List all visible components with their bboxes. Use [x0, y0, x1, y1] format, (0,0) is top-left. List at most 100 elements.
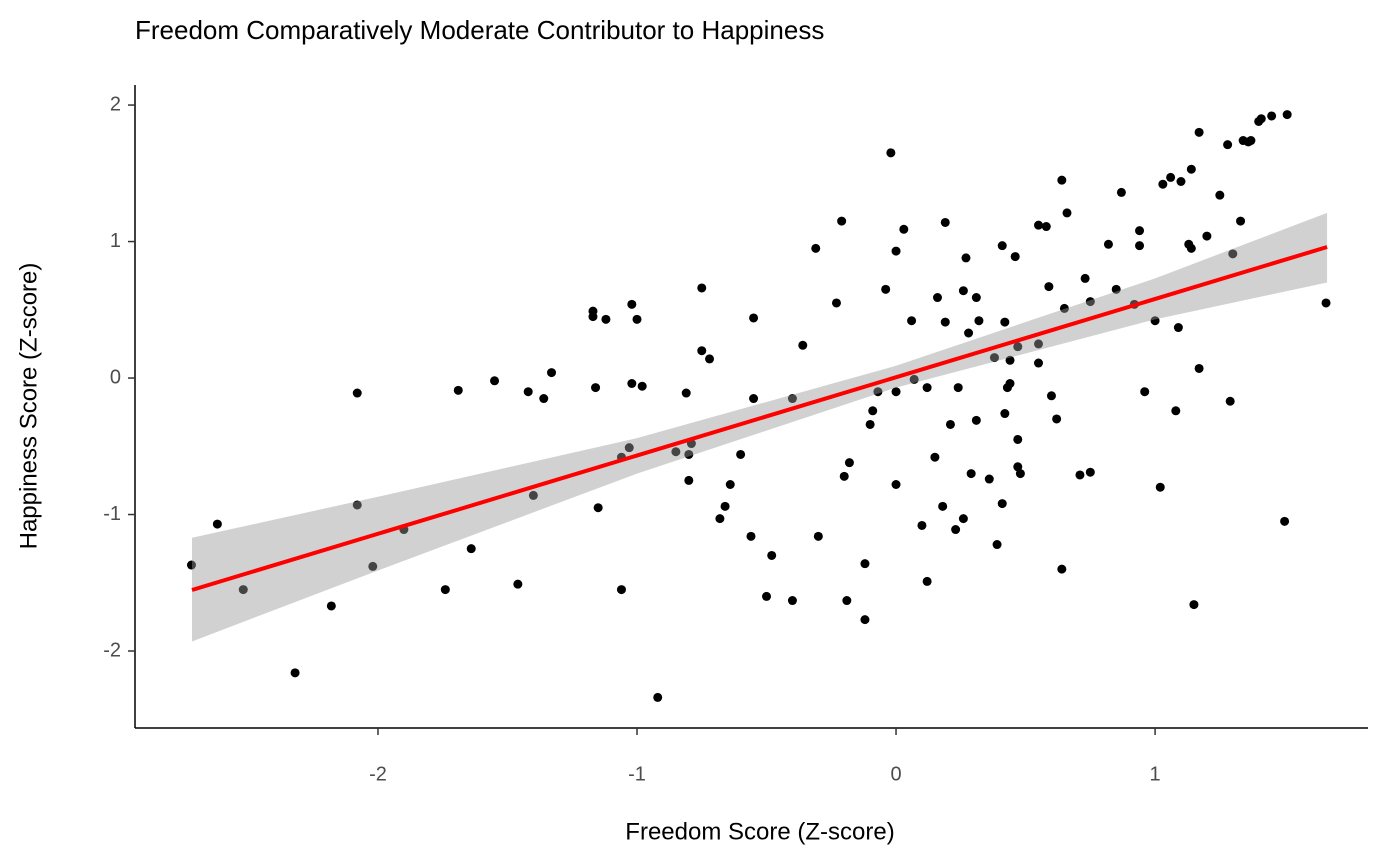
point — [238, 585, 248, 595]
point — [715, 514, 725, 524]
point — [725, 480, 735, 490]
point — [1223, 140, 1233, 150]
point — [837, 216, 847, 226]
point — [466, 544, 476, 554]
point — [1059, 303, 1069, 313]
point — [860, 615, 870, 625]
point — [523, 387, 533, 397]
point — [368, 561, 378, 571]
point — [1085, 467, 1095, 477]
regression-line — [191, 245, 1328, 592]
point — [681, 388, 691, 398]
point — [1015, 469, 1025, 479]
point — [490, 376, 500, 386]
point — [697, 346, 707, 356]
point — [966, 469, 976, 479]
point — [1075, 470, 1085, 480]
point — [539, 394, 549, 404]
point — [591, 383, 601, 393]
point — [881, 284, 891, 294]
point — [1005, 355, 1015, 365]
point — [945, 419, 955, 429]
point — [953, 383, 963, 393]
point — [637, 381, 647, 391]
point — [1186, 243, 1196, 253]
point — [1111, 284, 1121, 294]
y-tick-label: -2 — [103, 639, 121, 661]
point — [1041, 222, 1051, 232]
point — [1176, 176, 1186, 186]
point — [746, 531, 756, 541]
point — [1158, 179, 1168, 189]
point — [997, 241, 1007, 251]
y-axis-title: Happiness Score (Z-score) — [15, 263, 42, 550]
point — [1173, 323, 1183, 333]
point — [971, 293, 981, 303]
point — [798, 340, 808, 350]
point — [697, 283, 707, 293]
point — [212, 519, 222, 529]
point — [616, 585, 626, 595]
point — [886, 148, 896, 158]
point — [1194, 127, 1204, 137]
point — [1215, 190, 1225, 200]
point — [1000, 317, 1010, 327]
point — [767, 550, 777, 560]
point — [186, 560, 196, 570]
point — [831, 298, 841, 308]
point — [749, 394, 759, 404]
point — [1000, 409, 1010, 419]
point — [1140, 387, 1150, 397]
point — [860, 559, 870, 569]
point — [842, 596, 852, 606]
point — [1202, 231, 1212, 241]
point — [1116, 187, 1126, 197]
point — [1046, 391, 1056, 401]
point — [958, 286, 968, 296]
point — [940, 317, 950, 327]
point — [938, 501, 948, 511]
point — [922, 383, 932, 393]
point — [1034, 358, 1044, 368]
point — [992, 540, 1002, 550]
point — [868, 406, 878, 416]
point — [440, 585, 450, 595]
point — [624, 443, 634, 453]
point — [1225, 396, 1235, 406]
point — [989, 353, 999, 363]
point — [1228, 249, 1238, 259]
point — [984, 474, 994, 484]
point — [839, 471, 849, 481]
point — [873, 387, 883, 397]
y-tick-label: 2 — [110, 93, 121, 115]
point — [720, 501, 730, 511]
point — [627, 379, 637, 389]
point — [601, 314, 611, 324]
point — [290, 668, 300, 678]
point — [1005, 379, 1015, 389]
chart-title: Freedom Comparatively Moderate Contribut… — [135, 15, 824, 45]
point — [1155, 482, 1165, 492]
point — [736, 449, 746, 459]
point — [1103, 239, 1113, 249]
point — [705, 354, 715, 364]
point — [653, 692, 663, 702]
x-tick-label: 1 — [1150, 763, 1161, 785]
point — [1282, 110, 1292, 120]
point — [891, 246, 901, 256]
point — [997, 499, 1007, 509]
point — [1013, 462, 1023, 472]
point — [951, 525, 961, 535]
point — [684, 475, 694, 485]
point — [1267, 111, 1277, 121]
point — [1135, 241, 1145, 251]
point — [930, 452, 940, 462]
point — [513, 579, 523, 589]
point — [811, 243, 821, 253]
point — [1280, 516, 1290, 526]
point — [671, 447, 681, 457]
point — [1186, 164, 1196, 174]
point — [844, 458, 854, 468]
y-tick-label: 1 — [110, 230, 121, 252]
point — [1052, 414, 1062, 424]
